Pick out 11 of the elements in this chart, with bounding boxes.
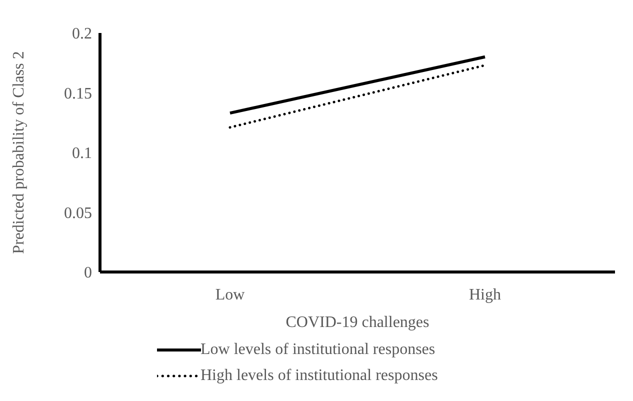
y-tick-label: 0.1 [72, 145, 92, 162]
y-tick-label: 0.15 [64, 85, 92, 102]
y-axis-title: Predicted probability of Class 2 [10, 51, 28, 254]
x-axis-title: COVID-19 challenges [286, 314, 430, 331]
y-tick-label: 0 [84, 264, 92, 282]
x-tick-label: Low [215, 286, 246, 304]
legend-label: Low levels of institutional responses [200, 341, 436, 359]
legend-label: High levels of institutional responses [200, 367, 438, 385]
y-tick-label: 0.05 [64, 204, 92, 222]
y-tick-label: 0.2 [72, 26, 92, 43]
x-tick-label: High [469, 286, 501, 304]
